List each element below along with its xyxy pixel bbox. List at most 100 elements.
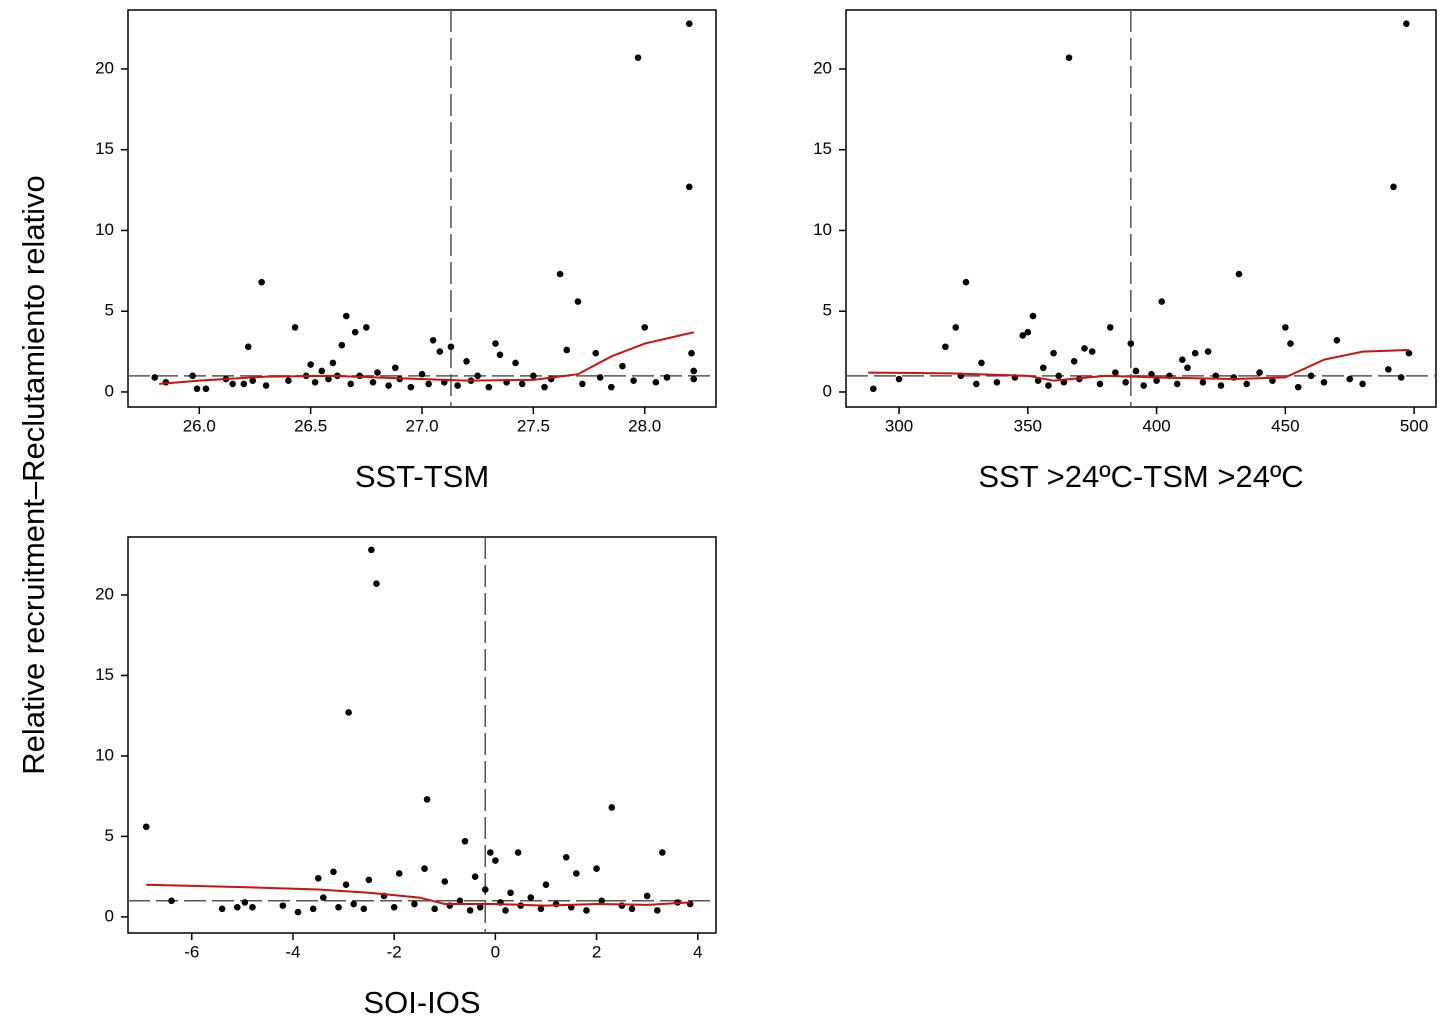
data-point [391, 364, 399, 372]
data-point [474, 372, 481, 380]
data-point [487, 849, 494, 856]
data-point [335, 903, 342, 911]
data-point [1140, 382, 1148, 389]
x-tick-label: 0 [491, 942, 500, 961]
data-point [1029, 312, 1037, 320]
data-point [598, 897, 605, 905]
x-axis-label: SST-TSM [355, 459, 489, 494]
data-point [962, 278, 970, 286]
data-point [530, 372, 537, 380]
data-point [1045, 382, 1052, 389]
data-point [1403, 20, 1410, 28]
data-point [1191, 349, 1199, 357]
x-axis-label: SOI-IOS [363, 985, 480, 1020]
data-point [630, 377, 637, 384]
data-point [574, 298, 582, 305]
data-point [952, 324, 960, 331]
x-tick-label: -2 [387, 942, 402, 961]
data-point [496, 351, 504, 359]
y-tick-label: 20 [95, 58, 114, 77]
data-point [690, 375, 698, 383]
data-point [1148, 370, 1155, 378]
data-point [619, 362, 626, 370]
data-point [241, 899, 249, 906]
x-tick-label: 4 [693, 942, 702, 961]
data-point [659, 849, 666, 856]
data-point [1179, 356, 1186, 363]
data-point [476, 903, 484, 911]
data-point [1112, 369, 1119, 376]
data-point [240, 380, 248, 388]
data-point [869, 385, 877, 393]
data-point [1153, 377, 1160, 384]
data-point [1235, 270, 1243, 278]
y-tick-label: 15 [813, 139, 832, 158]
x-tick-label: 26.0 [183, 416, 216, 435]
data-point [1320, 378, 1328, 386]
data-point [311, 378, 319, 386]
data-point [249, 377, 257, 384]
data-point [1243, 380, 1251, 388]
plot-frame [845, 9, 1437, 408]
y-tick-label: 15 [95, 665, 114, 684]
data-point [1307, 372, 1315, 380]
data-point [234, 903, 241, 911]
y-axis-label: Relative recruitment–Reclutamiento relat… [16, 175, 51, 775]
data-point [294, 908, 302, 916]
data-point [1096, 380, 1104, 388]
data-point [895, 375, 903, 383]
data-point [202, 385, 210, 393]
y-tick-label: 5 [823, 301, 832, 320]
data-point [279, 902, 287, 909]
data-point [345, 709, 352, 716]
data-point [628, 905, 636, 913]
smooth-fit-line [159, 331, 694, 385]
data-point [407, 383, 415, 391]
data-point [244, 343, 252, 351]
data-point [1217, 382, 1225, 389]
data-point [518, 380, 526, 388]
data-point [330, 868, 337, 876]
y-tick-label: 0 [823, 381, 832, 400]
x-tick-label: -4 [285, 942, 300, 961]
data-point [325, 375, 332, 383]
data-point [685, 20, 693, 28]
x-tick-label: 2 [592, 942, 601, 961]
data-point [1050, 349, 1057, 357]
data-point [514, 849, 522, 856]
data-point [168, 897, 175, 905]
data-point [1346, 375, 1354, 383]
data-point [978, 359, 985, 367]
data-point [1333, 336, 1341, 344]
data-point [685, 183, 693, 191]
data-point [262, 382, 270, 389]
data-point [652, 378, 660, 386]
data-point [541, 383, 548, 391]
y-tick-label: 15 [95, 139, 114, 158]
data-point [314, 874, 322, 882]
x-tick-label: 500 [1400, 416, 1428, 435]
data-point [309, 905, 317, 913]
data-point [663, 374, 671, 381]
data-point [1070, 357, 1078, 365]
x-tick-label: 350 [1014, 416, 1042, 435]
data-point [1019, 332, 1026, 339]
data-point [218, 905, 226, 913]
data-point [1081, 345, 1088, 352]
data-point [573, 870, 580, 877]
data-point [307, 361, 314, 368]
x-axis-label: SST >24ºC-TSM >24ºC [978, 459, 1303, 494]
data-point [608, 804, 616, 811]
data-point [1397, 374, 1405, 381]
data-point [485, 383, 493, 391]
data-point [593, 865, 600, 872]
data-point [466, 907, 474, 914]
data-point [596, 374, 604, 381]
data-point [634, 54, 642, 61]
data-point [318, 367, 326, 375]
x-tick-label: 450 [1271, 416, 1299, 435]
data-point [942, 343, 949, 351]
data-point [338, 341, 346, 349]
data-point [365, 876, 373, 884]
